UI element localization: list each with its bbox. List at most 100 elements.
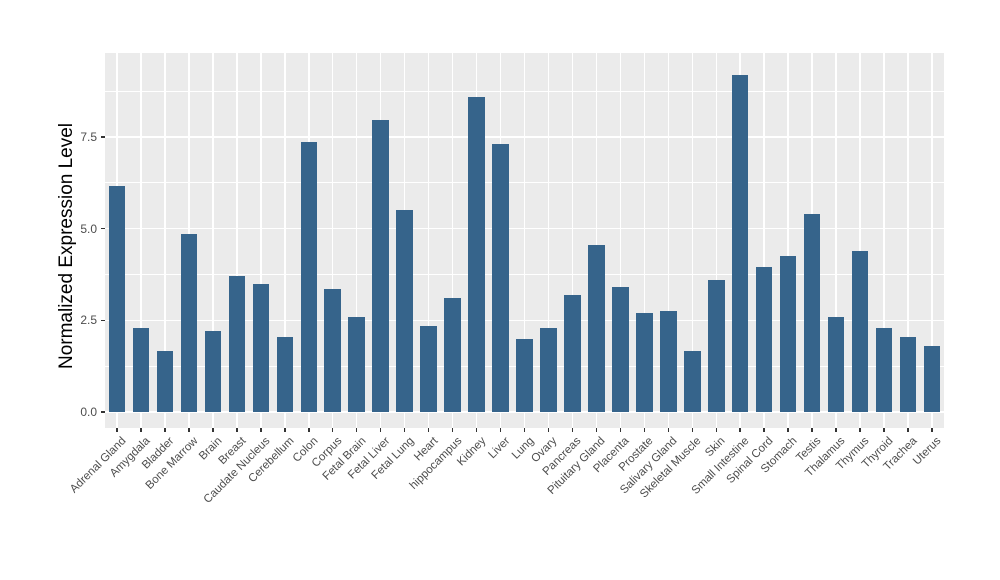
y-tick-label: 2.5 (80, 313, 97, 328)
bar-ovary (540, 327, 557, 412)
gridline-vertical (763, 53, 765, 428)
bar-brain (204, 331, 222, 412)
gridline-vertical (260, 53, 262, 428)
gridline-vertical (331, 53, 334, 428)
gridline-vertical (859, 53, 861, 428)
bar-testis (803, 213, 821, 412)
gridline-vertical (883, 53, 885, 428)
bar-bladder (156, 351, 174, 412)
gridline-vertical (523, 53, 526, 428)
gridline-vertical (212, 53, 214, 428)
bar-adrenal-gland (108, 186, 126, 412)
x-tick-mark (164, 428, 166, 432)
x-tick-mark (667, 428, 670, 432)
x-tick-mark (715, 428, 718, 432)
x-tick-mark (188, 428, 190, 432)
x-tick-mark (499, 428, 502, 432)
bar-spinal-cord (755, 267, 773, 412)
x-tick-mark (331, 428, 334, 432)
x-tick-mark (859, 428, 861, 432)
bar-thyroid (875, 327, 893, 412)
x-tick-mark (451, 428, 454, 432)
y-tick-mark (100, 411, 105, 413)
plot-panel (105, 53, 944, 428)
gridline-vertical (787, 53, 789, 428)
x-tick-mark (212, 428, 214, 432)
bar-colon (300, 142, 317, 412)
bar-thymus (851, 250, 869, 412)
bar-bone-marrow (180, 234, 198, 412)
x-tick-mark (595, 428, 598, 432)
y-tick-label: 7.5 (80, 129, 97, 144)
x-tick-mark (691, 428, 694, 432)
gridline-minor-horizontal (105, 274, 944, 275)
gridline-vertical (715, 53, 718, 428)
x-tick-mark (787, 428, 789, 432)
x-tick-mark (475, 428, 478, 432)
bar-skeletal-muscle (684, 351, 701, 412)
x-tick-mark (260, 428, 262, 432)
gridline-vertical (355, 53, 358, 428)
x-tick-mark (116, 428, 118, 432)
gridline-major-horizontal (105, 227, 944, 230)
x-tick-mark (379, 428, 382, 432)
bar-thalamus (827, 316, 845, 412)
bar-pituitary-gland (588, 245, 605, 412)
gridline-major-horizontal (105, 319, 944, 322)
y-tick-mark (100, 136, 105, 138)
x-tick-mark (619, 428, 622, 432)
bar-fetal-lung (396, 210, 413, 412)
x-tick-mark (907, 428, 909, 432)
x-tick-mark (284, 428, 286, 432)
gridline-vertical (427, 53, 430, 428)
bar-breast (228, 276, 246, 412)
bar-amygdala (132, 327, 150, 412)
bar-trachea (899, 336, 917, 412)
x-tick-mark (811, 428, 813, 432)
bar-fetal-liver (372, 120, 389, 412)
x-tick-mark (547, 428, 550, 432)
x-tick-mark (308, 428, 310, 432)
x-tick-mark (427, 428, 430, 432)
bar-lung (516, 338, 533, 412)
gridline-major-horizontal (105, 136, 944, 138)
x-tick-mark (403, 428, 406, 432)
gridline-minor-horizontal (105, 182, 944, 184)
bar-salivary-gland (660, 311, 677, 412)
x-tick-mark (763, 428, 765, 432)
gridline-vertical (571, 53, 574, 428)
x-tick-mark (835, 428, 837, 432)
bar-uterus (923, 345, 941, 412)
bar-kidney (468, 96, 485, 412)
bar-liver (492, 144, 509, 412)
bar-skin (708, 279, 725, 412)
y-axis-title: Normalized Expression Level (56, 122, 77, 370)
gridline-major-horizontal (105, 411, 944, 413)
y-tick-mark (100, 227, 105, 230)
gridline-vertical (907, 53, 909, 428)
gridline-vertical (284, 53, 286, 428)
bar-corpus (324, 289, 341, 412)
x-tick-mark (571, 428, 574, 432)
bar-stomach (779, 256, 797, 412)
bar-prostate (636, 312, 653, 412)
y-tick-label: 5.0 (80, 221, 97, 236)
gridline-vertical (547, 53, 550, 428)
x-tick-mark (931, 428, 933, 432)
x-tick-mark (739, 428, 741, 432)
gridline-vertical (451, 53, 454, 428)
y-tick-label: 0.0 (80, 405, 97, 419)
gridline-vertical (595, 53, 598, 428)
x-tick-mark (643, 428, 646, 432)
bar-fetal-brain (348, 316, 365, 412)
bar-heart (420, 325, 437, 412)
x-tick-mark (883, 428, 885, 432)
gridline-vertical (619, 53, 622, 428)
gridline-vertical (835, 53, 837, 428)
x-tick-mark (523, 428, 526, 432)
gridline-vertical (643, 53, 646, 428)
gridline-vertical (236, 53, 238, 428)
gridline-vertical (691, 53, 694, 428)
gridline-vertical (931, 53, 933, 428)
